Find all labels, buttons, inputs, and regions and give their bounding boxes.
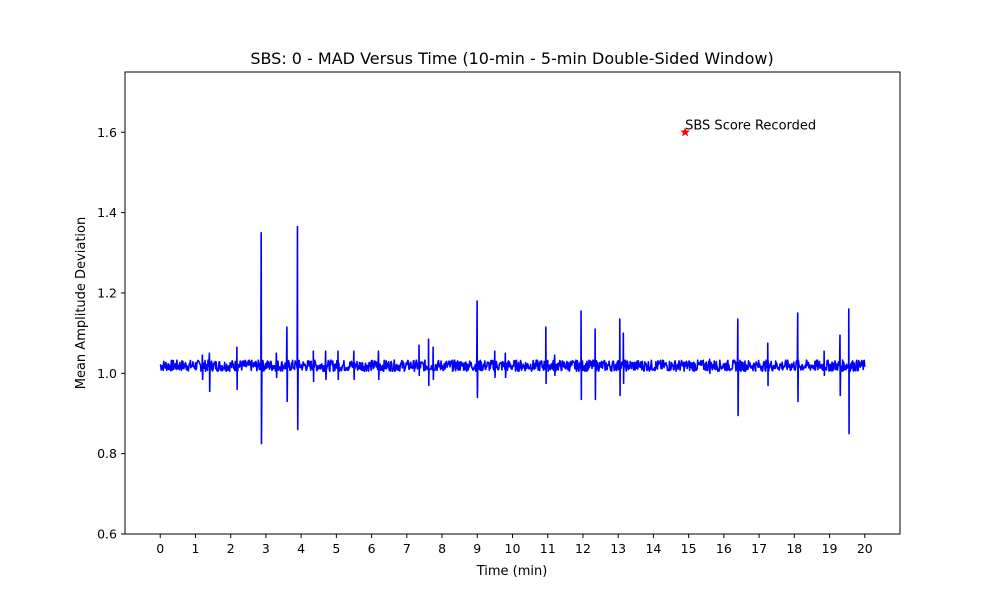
x-tick-label: 19 xyxy=(822,541,838,556)
sbs-score-annotation: SBS Score Recorded xyxy=(685,118,816,133)
x-tick-label: 4 xyxy=(297,541,305,556)
x-tick-label: 17 xyxy=(751,541,767,556)
chart-title: SBS: 0 - MAD Versus Time (10-min - 5-min… xyxy=(250,49,773,68)
x-tick-label: 8 xyxy=(438,541,446,556)
y-axis: 0.6 0.8 1.0 1.2 1.4 1.6 xyxy=(97,125,125,542)
x-tick-label: 15 xyxy=(681,541,697,556)
x-tick-label: 7 xyxy=(403,541,411,556)
y-tick-label: 0.8 xyxy=(97,446,117,461)
sbs-score-marker xyxy=(680,127,691,137)
x-tick-label: 20 xyxy=(857,541,873,556)
x-tick-label: 18 xyxy=(786,541,802,556)
x-tick-label: 6 xyxy=(368,541,376,556)
x-axis-label: Time (min) xyxy=(476,564,548,579)
y-tick-label: 1.4 xyxy=(97,205,117,220)
y-tick-label: 1.2 xyxy=(97,285,117,300)
plot-frame xyxy=(124,71,901,535)
y-axis-label: Mean Amplitude Deviation xyxy=(74,217,89,390)
x-tick-label: 3 xyxy=(262,541,270,556)
x-axis: 0 1 2 3 4 5 6 7 8 9 10 11 12 13 14 15 16 17 18 19 20 xyxy=(156,534,873,556)
x-tick-label: 10 xyxy=(505,541,521,556)
x-tick-label: 9 xyxy=(473,541,481,556)
x-tick-label: 11 xyxy=(540,541,556,556)
y-tick-label: 0.6 xyxy=(97,527,117,542)
y-tick-label: 1.6 xyxy=(97,125,117,140)
x-tick-label: 16 xyxy=(716,541,732,556)
x-tick-label: 14 xyxy=(645,541,661,556)
x-tick-label: 1 xyxy=(191,541,199,556)
plot-area: SBS Score Recorded xyxy=(159,118,866,445)
y-tick-label: 1.0 xyxy=(97,366,117,381)
x-tick-label: 5 xyxy=(332,541,340,556)
x-tick-label: 13 xyxy=(610,541,626,556)
series-line xyxy=(159,225,866,445)
x-tick-label: 12 xyxy=(575,541,591,556)
x-tick-label: 0 xyxy=(156,541,164,556)
x-tick-label: 2 xyxy=(227,541,235,556)
